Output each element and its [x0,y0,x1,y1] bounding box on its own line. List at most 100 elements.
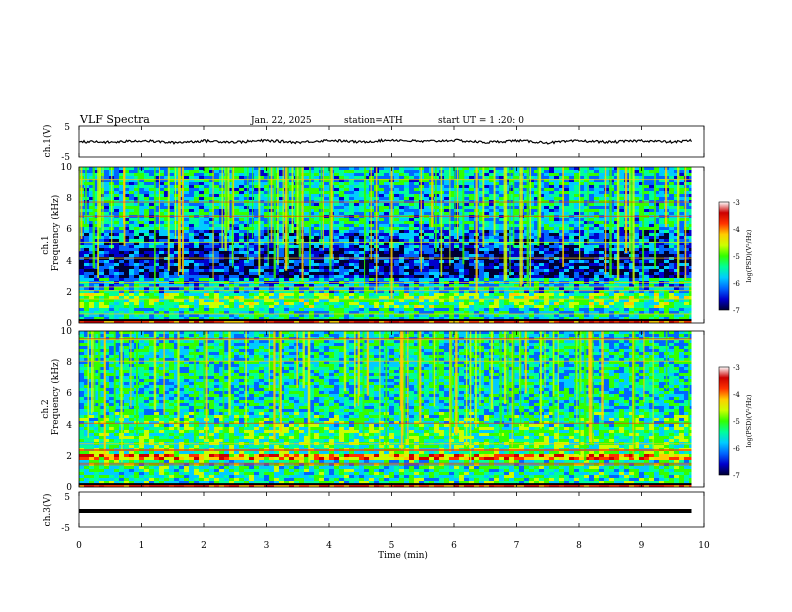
spectrogram-cell [479,299,484,302]
spectrogram-cell [534,176,539,179]
spectrogram-cell [529,242,534,245]
spectrogram-cell [514,296,519,299]
spectrogram-cell [504,308,509,311]
spectrogram-cell [404,179,409,182]
spectrogram-cell [224,290,229,293]
spectrogram-cell [394,290,399,293]
spectrogram-cell [334,272,339,275]
spectrogram-cell [224,260,229,263]
spectrogram-cell [339,209,344,212]
spectrogram-cell [304,269,309,272]
spectrogram-cell [129,242,134,245]
spectrogram-cell [229,224,234,227]
spectrogram-cell [364,209,369,212]
spectrogram-cell [539,302,544,305]
spectrogram-cell [319,275,324,278]
spectrogram-cell [194,260,199,263]
spectrogram-cell [154,308,159,311]
spectrogram-cell [339,212,344,215]
spectrogram-cell [509,299,514,302]
spectrogram-cell [494,284,499,287]
spectrogram-cell [469,224,474,227]
spectrogram-cell [199,167,204,170]
spectrogram-cell [309,290,314,293]
spectrogram-cell [159,212,164,215]
spectrogram-cell [514,224,519,227]
spectrogram-cell [124,272,129,275]
spectrogram-cell [549,254,554,257]
spectrogram-cell [184,296,189,299]
spectrogram-cell [264,200,269,203]
spectrogram-cell [184,224,189,227]
spectrogram-cell [164,251,169,254]
spectrogram-cell [324,263,329,266]
spectrogram-cell [159,230,164,233]
spectrogram-cell [364,185,369,188]
spectrogram-cell [489,173,494,176]
spectrogram-cell [354,212,359,215]
spectrogram-cell [209,170,214,173]
spectrogram-cell [169,206,174,209]
spectrogram-cell [464,167,469,170]
spectrogram-cell [399,260,404,263]
spectrogram-cell [344,302,349,305]
spectrogram-cell [164,254,169,257]
spectrogram-cell [404,221,409,224]
spectrogram-cell [114,212,119,215]
spectrogram-cell [469,317,474,320]
spectrogram-cell [359,254,364,257]
spectrogram-cell [499,317,504,320]
spectrogram-cell [404,317,409,320]
spectrogram-cell [154,245,159,248]
spectrogram-cell [144,287,149,290]
spectrogram-cell [249,263,254,266]
spectrogram-cell [109,284,114,287]
spectrogram-cell [484,197,489,200]
spectrogram-cell [394,305,399,308]
spectrogram-cell [199,305,204,308]
spectrogram-cell [334,203,339,206]
spectrogram-cell [194,245,199,248]
spectrogram-cell [119,233,124,236]
spectrogram-cell [484,248,489,251]
spectrogram-cell [554,299,559,302]
spectrogram-cell [414,311,419,314]
spectrogram-cell [554,185,559,188]
spectrogram-cell [244,239,249,242]
spectrogram-cell [219,236,224,239]
spectrogram-cell [304,275,309,278]
spectrogram-cell [264,230,269,233]
spectrogram-cell [374,311,379,314]
spectrogram-cell [144,302,149,305]
spectrogram-cell [134,308,139,311]
spectrogram-cell [504,305,509,308]
spectrogram-cell [129,182,134,185]
spectrogram-cell [184,317,189,320]
spectrogram-cell [314,191,319,194]
spectrogram-cell [479,248,484,251]
spectrogram-cell [259,221,264,224]
spectrogram-cell [194,290,199,293]
spectrogram-cell [169,221,174,224]
spectrogram-cell [169,284,174,287]
spectrogram-cell [344,242,349,245]
spectrogram-cell [429,269,434,272]
spectrogram-cell [494,230,499,233]
spectrogram-cell [544,263,549,266]
spectrogram-cell [369,311,374,314]
spectrogram-cell [549,263,554,266]
spectrogram-cell [119,254,124,257]
spectrogram-cell [249,209,254,212]
spectrogram-cell [94,293,99,296]
spectrogram-cell [174,197,179,200]
spectrogram-cell [404,230,409,233]
spectrogram-cell [339,179,344,182]
spectrogram-cell [229,320,234,323]
spectrogram-cell [269,314,274,317]
spectrogram-cell [189,227,194,230]
spectrogram-cell [414,320,419,323]
spectrogram-cell [404,239,409,242]
spectrogram-cell [184,287,189,290]
spectrogram-cell [364,221,369,224]
spectrogram-cell [139,194,144,197]
